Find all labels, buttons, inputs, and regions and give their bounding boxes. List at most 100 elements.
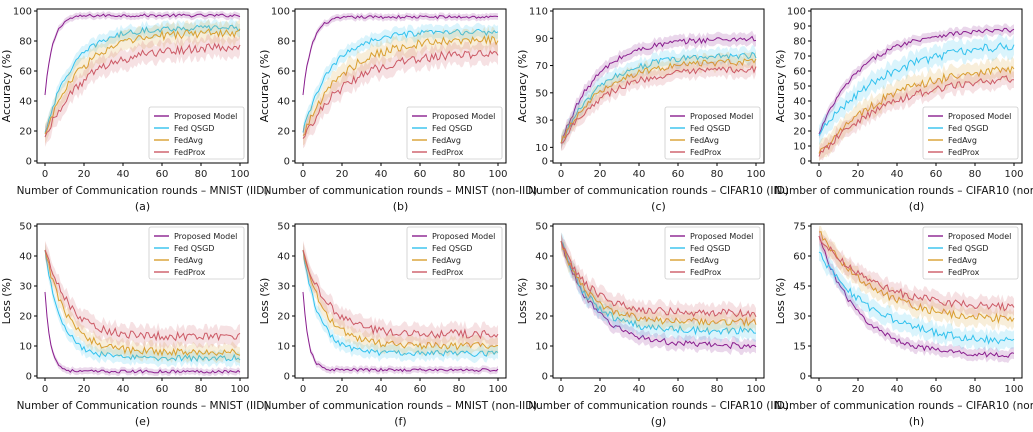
x-tick-label: 100 [746, 169, 765, 180]
y-tick-label: 20 [277, 127, 290, 138]
y-tick-label: 30 [19, 282, 32, 293]
x-axis-title: Number of communication rounds – CIFAR10… [774, 185, 1033, 197]
panel-caption: (d) [909, 200, 925, 213]
legend-box [148, 106, 245, 160]
x-tick-label: 40 [375, 384, 388, 395]
series-band-fedavg [561, 51, 756, 151]
y-axis-title: Accuracy (%) [774, 50, 787, 123]
legend-label-qsgd: Fed QSGD [690, 244, 730, 253]
y-tick-label: 10 [793, 142, 806, 153]
legend-label-fedprox: FedProx [690, 148, 722, 157]
x-tick-label: 20 [594, 169, 607, 180]
x-tick-label: 0 [42, 169, 48, 180]
series-line-fedavg [560, 58, 757, 144]
y-tick-label: 80 [793, 37, 806, 48]
x-axis-title: Number of communication rounds – CIFAR10… [774, 400, 1033, 412]
series-line-proposed [560, 240, 757, 350]
panel-caption: (b) [393, 200, 409, 213]
x-axis-title: Number of communication rounds – CIFAR10… [528, 400, 789, 412]
panel-caption: (a) [135, 200, 150, 213]
legend: Proposed Model Fed QSGD FedAvg FedProx [664, 226, 761, 280]
y-tick-label: 50 [277, 222, 290, 233]
series-line-fedprox [302, 249, 499, 340]
x-axis-title: Number of communication rounds – MNIST (… [264, 185, 538, 197]
x-tick-label: 100 [1004, 384, 1023, 395]
x-tick-label: 0 [558, 169, 564, 180]
panel-caption: (g) [651, 415, 667, 428]
x-axis-title: Number of communication rounds – MNIST (… [264, 400, 538, 412]
x-tick-label: 80 [453, 384, 466, 395]
y-axis-title: Accuracy (%) [0, 50, 13, 123]
y-tick-label: 40 [277, 252, 290, 263]
legend-label-proposed: Proposed Model [174, 112, 237, 121]
y-axis-title: Accuracy (%) [516, 50, 529, 123]
x-axis-title: Number of Communication rounds – MNIST (… [17, 185, 269, 197]
legend-label-fedavg: FedAvg [174, 256, 203, 265]
x-axis-title: Number of Communication rounds – MNIST (… [17, 400, 269, 412]
y-tick-label: 75 [793, 222, 806, 233]
x-tick-label: 60 [672, 169, 685, 180]
legend-label-proposed: Proposed Model [690, 232, 753, 241]
y-tick-label: 0 [284, 157, 290, 168]
legend: Proposed Model Fed QSGD FedAvg FedProx [922, 106, 1019, 160]
series-band-fedprox [45, 240, 240, 350]
y-tick-label: 30 [535, 282, 548, 293]
y-tick-label: 10 [535, 143, 548, 154]
series-line-fedavg [302, 249, 499, 351]
y-tick-label: 20 [19, 127, 32, 138]
legend-label-proposed: Proposed Model [948, 112, 1011, 121]
y-tick-label: 100 [271, 7, 290, 18]
legend-label-fedavg: FedAvg [432, 136, 461, 145]
y-tick-label: 10 [19, 342, 32, 353]
series-line-proposed [818, 27, 1015, 135]
chart-panel-f: 0 20 40 60 80 100 0 10 20 30 40 50 Number of communi… [258, 222, 537, 429]
x-tick-label: 60 [930, 169, 943, 180]
x-tick-label: 20 [336, 384, 349, 395]
y-axis-title: Loss (%) [0, 278, 13, 325]
series-line-proposed [818, 235, 1015, 358]
panel-caption: (f) [394, 415, 406, 428]
legend-label-qsgd: Fed QSGD [948, 124, 988, 133]
x-tick-label: 0 [816, 384, 822, 395]
panel-caption: (c) [651, 200, 666, 213]
series-line-fedprox [44, 249, 241, 342]
y-tick-label: 10 [277, 342, 290, 353]
x-tick-label: 20 [852, 384, 865, 395]
y-tick-label: 40 [793, 97, 806, 108]
legend-label-fedavg: FedAvg [690, 136, 719, 145]
y-tick-label: 50 [793, 82, 806, 93]
legend-label-fedprox: FedProx [948, 268, 980, 277]
legend-box [406, 226, 503, 280]
x-tick-label: 20 [594, 384, 607, 395]
x-tick-label: 40 [375, 169, 388, 180]
legend-label-fedavg: FedAvg [174, 136, 203, 145]
axes-frame [810, 223, 1023, 379]
legend-label-proposed: Proposed Model [948, 232, 1011, 241]
series-band-fedprox [819, 67, 1014, 161]
x-tick-label: 80 [195, 384, 208, 395]
x-tick-label: 40 [891, 384, 904, 395]
axes-frame [36, 223, 249, 379]
legend-label-qsgd: Fed QSGD [432, 124, 472, 133]
x-axis-title: Number of communication rounds – CIFAR10… [528, 185, 789, 197]
y-tick-label: 60 [277, 67, 290, 78]
series-band-qsgd [303, 22, 498, 140]
y-tick-label: 110 [529, 7, 548, 18]
series-band-fedprox [561, 232, 756, 326]
y-tick-label: 50 [535, 88, 548, 99]
legend-label-fedprox: FedProx [432, 148, 464, 157]
series-band-proposed [45, 11, 240, 99]
series-band-fedprox [561, 58, 756, 151]
series-line-proposed [44, 13, 241, 96]
x-tick-label: 40 [117, 169, 130, 180]
legend-label-proposed: Proposed Model [432, 232, 495, 241]
legend-label-fedavg: FedAvg [690, 256, 719, 265]
x-tick-label: 80 [453, 169, 466, 180]
y-tick-label: 100 [13, 7, 32, 18]
x-tick-label: 60 [930, 384, 943, 395]
y-axis-title: Accuracy (%) [258, 50, 271, 123]
y-tick-label: 30 [793, 312, 806, 323]
axes-frame [294, 8, 507, 164]
series-line-proposed [560, 35, 757, 144]
legend: Proposed Model Fed QSGD FedAvg FedProx [406, 106, 503, 160]
